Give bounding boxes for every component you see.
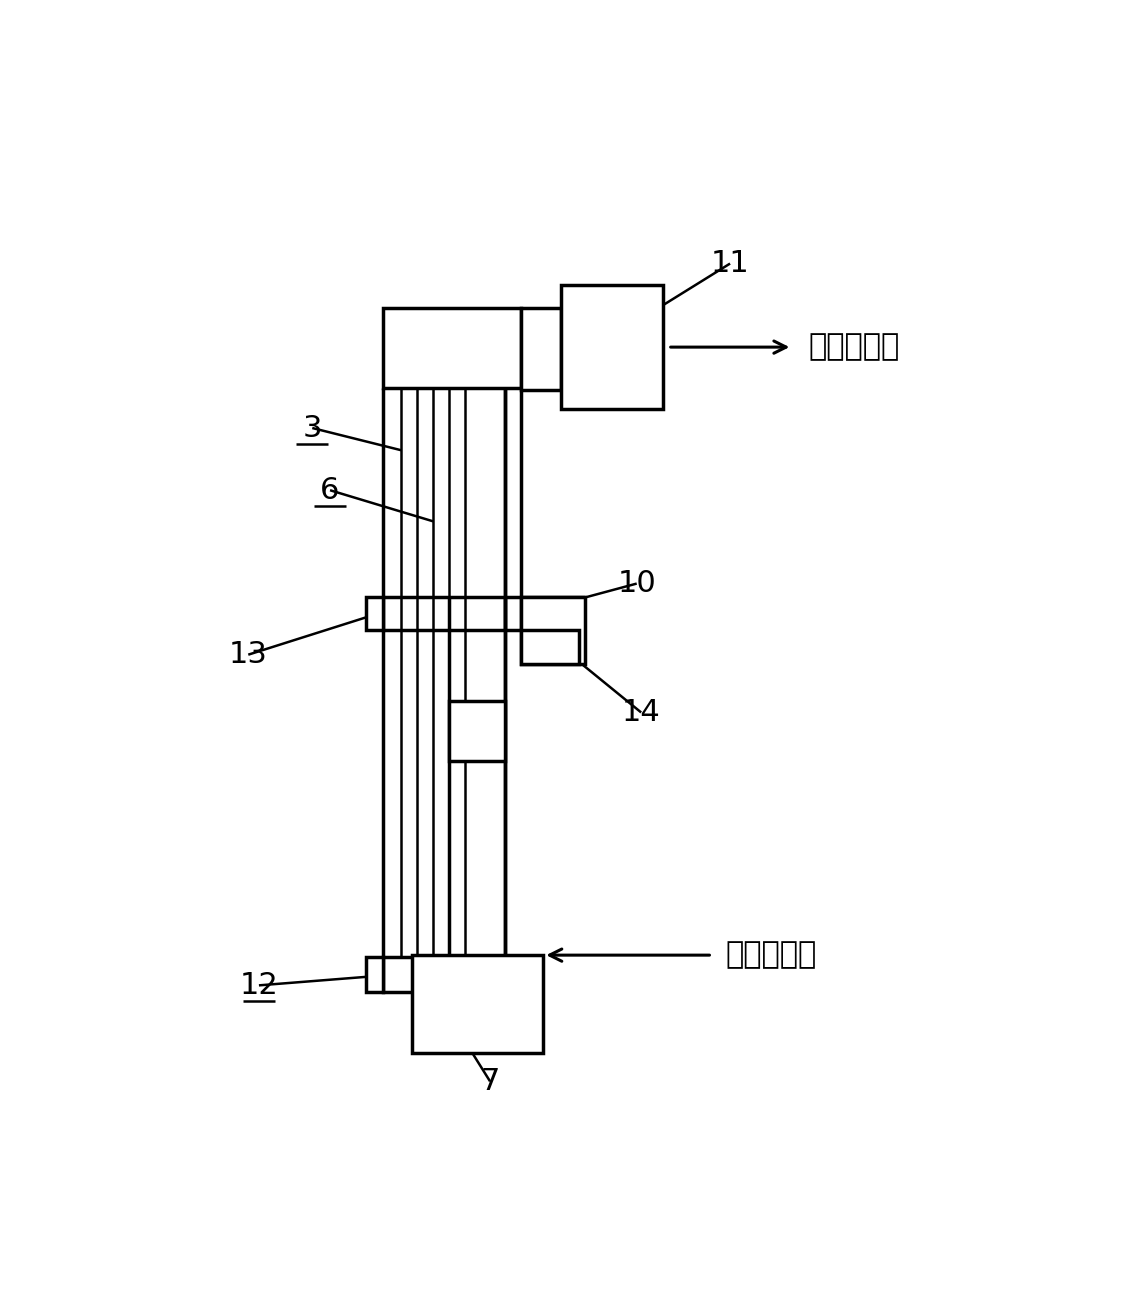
Text: 7: 7 — [481, 1067, 500, 1096]
Bar — [383, 957, 521, 992]
Text: 6: 6 — [320, 476, 340, 505]
Bar — [450, 700, 505, 761]
Bar — [521, 597, 585, 664]
Bar — [412, 955, 544, 1053]
Bar — [366, 597, 383, 629]
Bar — [383, 307, 521, 388]
Bar — [521, 629, 579, 664]
Text: 10: 10 — [617, 569, 656, 598]
Text: 冷却液入口: 冷却液入口 — [726, 941, 817, 970]
Bar — [366, 957, 383, 992]
Text: 13: 13 — [229, 640, 267, 669]
Text: 14: 14 — [622, 698, 661, 727]
Text: 3: 3 — [303, 414, 322, 443]
Text: 冷却液出口: 冷却液出口 — [809, 332, 899, 361]
Text: 12: 12 — [240, 971, 279, 1000]
Bar — [561, 285, 663, 410]
Text: 11: 11 — [711, 250, 749, 279]
Bar — [521, 307, 561, 390]
